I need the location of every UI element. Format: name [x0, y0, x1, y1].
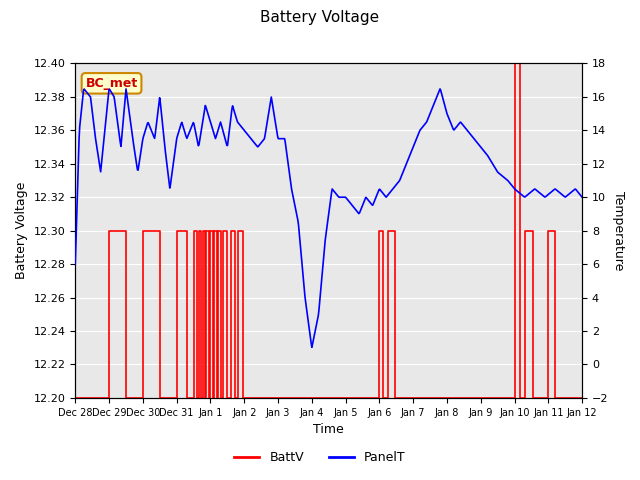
Text: Battery Voltage: Battery Voltage	[260, 10, 380, 24]
Legend: BattV, PanelT: BattV, PanelT	[229, 446, 411, 469]
Text: BC_met: BC_met	[85, 77, 138, 90]
Y-axis label: Temperature: Temperature	[612, 191, 625, 270]
Y-axis label: Battery Voltage: Battery Voltage	[15, 182, 28, 279]
X-axis label: Time: Time	[314, 423, 344, 436]
